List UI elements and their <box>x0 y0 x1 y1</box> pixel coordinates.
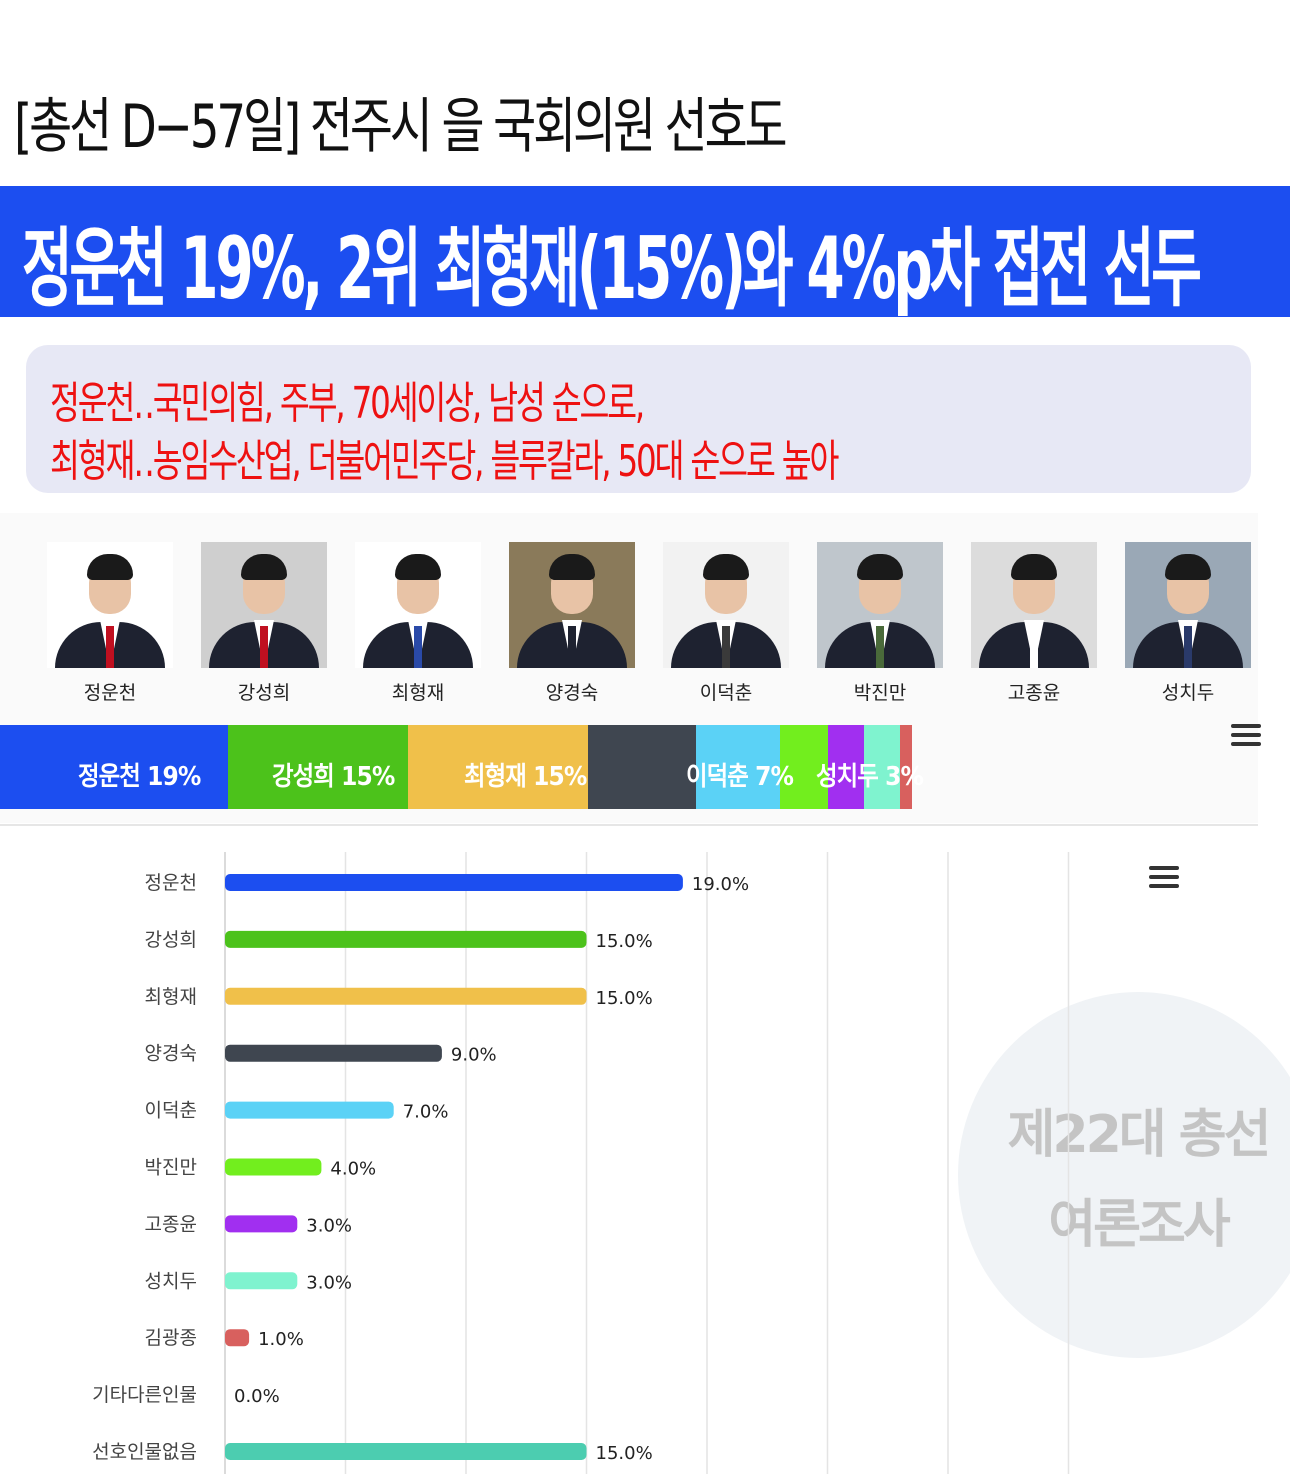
value-label: 1.0% <box>258 1329 304 1350</box>
divider <box>0 824 1258 826</box>
stacked-segment <box>696 725 780 809</box>
stacked-label: 최형재 15% <box>464 762 587 792</box>
stacked-segment <box>864 725 900 809</box>
category-label: 선호인물없음 <box>92 1441 197 1463</box>
value-label: 3.0% <box>306 1215 352 1236</box>
watermark-line-1: 제22대 총선 <box>1007 1105 1272 1165</box>
candidate-photo <box>509 542 635 668</box>
bar <box>225 930 587 948</box>
category-label: 박진만 <box>145 1157 197 1179</box>
candidate-name: 이덕춘 <box>699 682 753 704</box>
menu-icon[interactable] <box>1231 724 1261 748</box>
value-label: 0.0% <box>234 1386 280 1407</box>
summary-line-1: 정운천‥국민의힘, 주부, 70세이상, 남성 순으로, <box>50 378 645 429</box>
headline-banner: 정운천 19%, 2위 최형재(15%)와 4%p차 접전 선두 <box>0 186 1290 319</box>
bar <box>225 987 587 1005</box>
category-label: 강성희 <box>145 929 197 951</box>
value-label: 7.0% <box>403 1102 449 1123</box>
category-label: 이덕춘 <box>145 1100 197 1122</box>
bar <box>225 874 683 891</box>
value-label: 3.0% <box>306 1272 352 1293</box>
candidate-name: 박진만 <box>853 682 907 704</box>
category-label: 기타다른인물 <box>92 1384 197 1406</box>
category-label: 고종윤 <box>145 1213 197 1235</box>
stacked-segment <box>900 725 912 809</box>
value-label: 15.0% <box>596 988 653 1009</box>
bar <box>225 1272 298 1290</box>
category-label: 정운천 <box>145 872 197 894</box>
candidate-photo <box>663 542 789 668</box>
stacked-label: 강성희 15% <box>272 762 395 792</box>
candidate-card: 이덕춘 <box>663 542 789 705</box>
candidate-card: 강성희 <box>201 542 327 705</box>
stacked-segment <box>588 725 696 809</box>
value-label: 19.0% <box>692 874 749 895</box>
value-label: 15.0% <box>596 931 653 952</box>
stacked-segment <box>408 725 588 809</box>
candidate-card: 최형재 <box>355 542 481 705</box>
value-label: 4.0% <box>330 1159 376 1180</box>
candidate-photo <box>47 542 173 668</box>
summary-box: 정운천‥국민의힘, 주부, 70세이상, 남성 순으로, 최형재‥농임수산업, … <box>26 345 1251 493</box>
candidate-card: 박진만 <box>817 542 943 705</box>
stacked-segment <box>780 725 828 809</box>
stacked-label: 정운천 19% <box>78 762 201 792</box>
headline: 정운천 19%, 2위 최형재(15%)와 4%p차 접전 선두 <box>22 219 1202 319</box>
category-label: 최형재 <box>145 986 197 1008</box>
stacked-label: 이덕춘 7% <box>686 762 794 792</box>
stacked-segment <box>228 725 408 809</box>
candidate-card: 고종윤 <box>971 542 1097 705</box>
watermark-badge: 제22대 총선 여론조사 <box>958 992 1290 1358</box>
bar <box>225 1158 322 1176</box>
category-label: 양경숙 <box>145 1043 197 1065</box>
bar <box>225 1443 587 1460</box>
candidate-photo <box>201 542 327 668</box>
candidate-photo <box>817 542 943 668</box>
stacked-share-bar <box>0 725 960 809</box>
bar <box>225 1044 442 1062</box>
candidate-name: 강성희 <box>237 682 291 704</box>
candidate-name: 성치두 <box>1161 682 1215 704</box>
category-label: 김광종 <box>145 1327 197 1349</box>
bar <box>225 1329 250 1347</box>
menu-icon[interactable] <box>1149 866 1179 890</box>
stacked-segment <box>0 725 228 809</box>
candidate-card: 양경숙 <box>509 542 635 705</box>
summary-line-2: 최형재‥농임수산업, 더불어민주당, 블루칼라, 50대 순으로 높아 <box>50 436 839 487</box>
candidate-name: 정운천 <box>83 682 137 704</box>
candidate-name: 양경숙 <box>545 682 599 704</box>
value-label: 15.0% <box>596 1443 653 1464</box>
stacked-segment <box>828 725 864 809</box>
candidate-photo <box>1125 542 1251 668</box>
candidate-name: 최형재 <box>391 682 445 704</box>
article-title: [총선 D−57일] 전주시 을 국회의원 선호도 <box>14 92 788 162</box>
candidate-photo <box>355 542 481 668</box>
candidate-name: 고종윤 <box>1007 682 1061 704</box>
candidate-photo <box>971 542 1097 668</box>
candidate-bar-chart: 정운천 19.0% 강성희 15.0% 최형재 15.0% 양경숙 9.0% 이덕춘 7.0% 박진… <box>92 852 1070 1474</box>
stacked-label: 성치두 3% <box>816 762 924 792</box>
value-label: 9.0% <box>451 1045 497 1066</box>
bar <box>225 1215 298 1233</box>
candidate-card: 성치두 <box>1125 542 1251 705</box>
category-label: 성치두 <box>145 1270 197 1292</box>
candidate-card: 정운천 <box>47 542 173 705</box>
watermark-line-2: 여론조사 <box>1048 1195 1230 1255</box>
bar <box>225 1101 394 1119</box>
